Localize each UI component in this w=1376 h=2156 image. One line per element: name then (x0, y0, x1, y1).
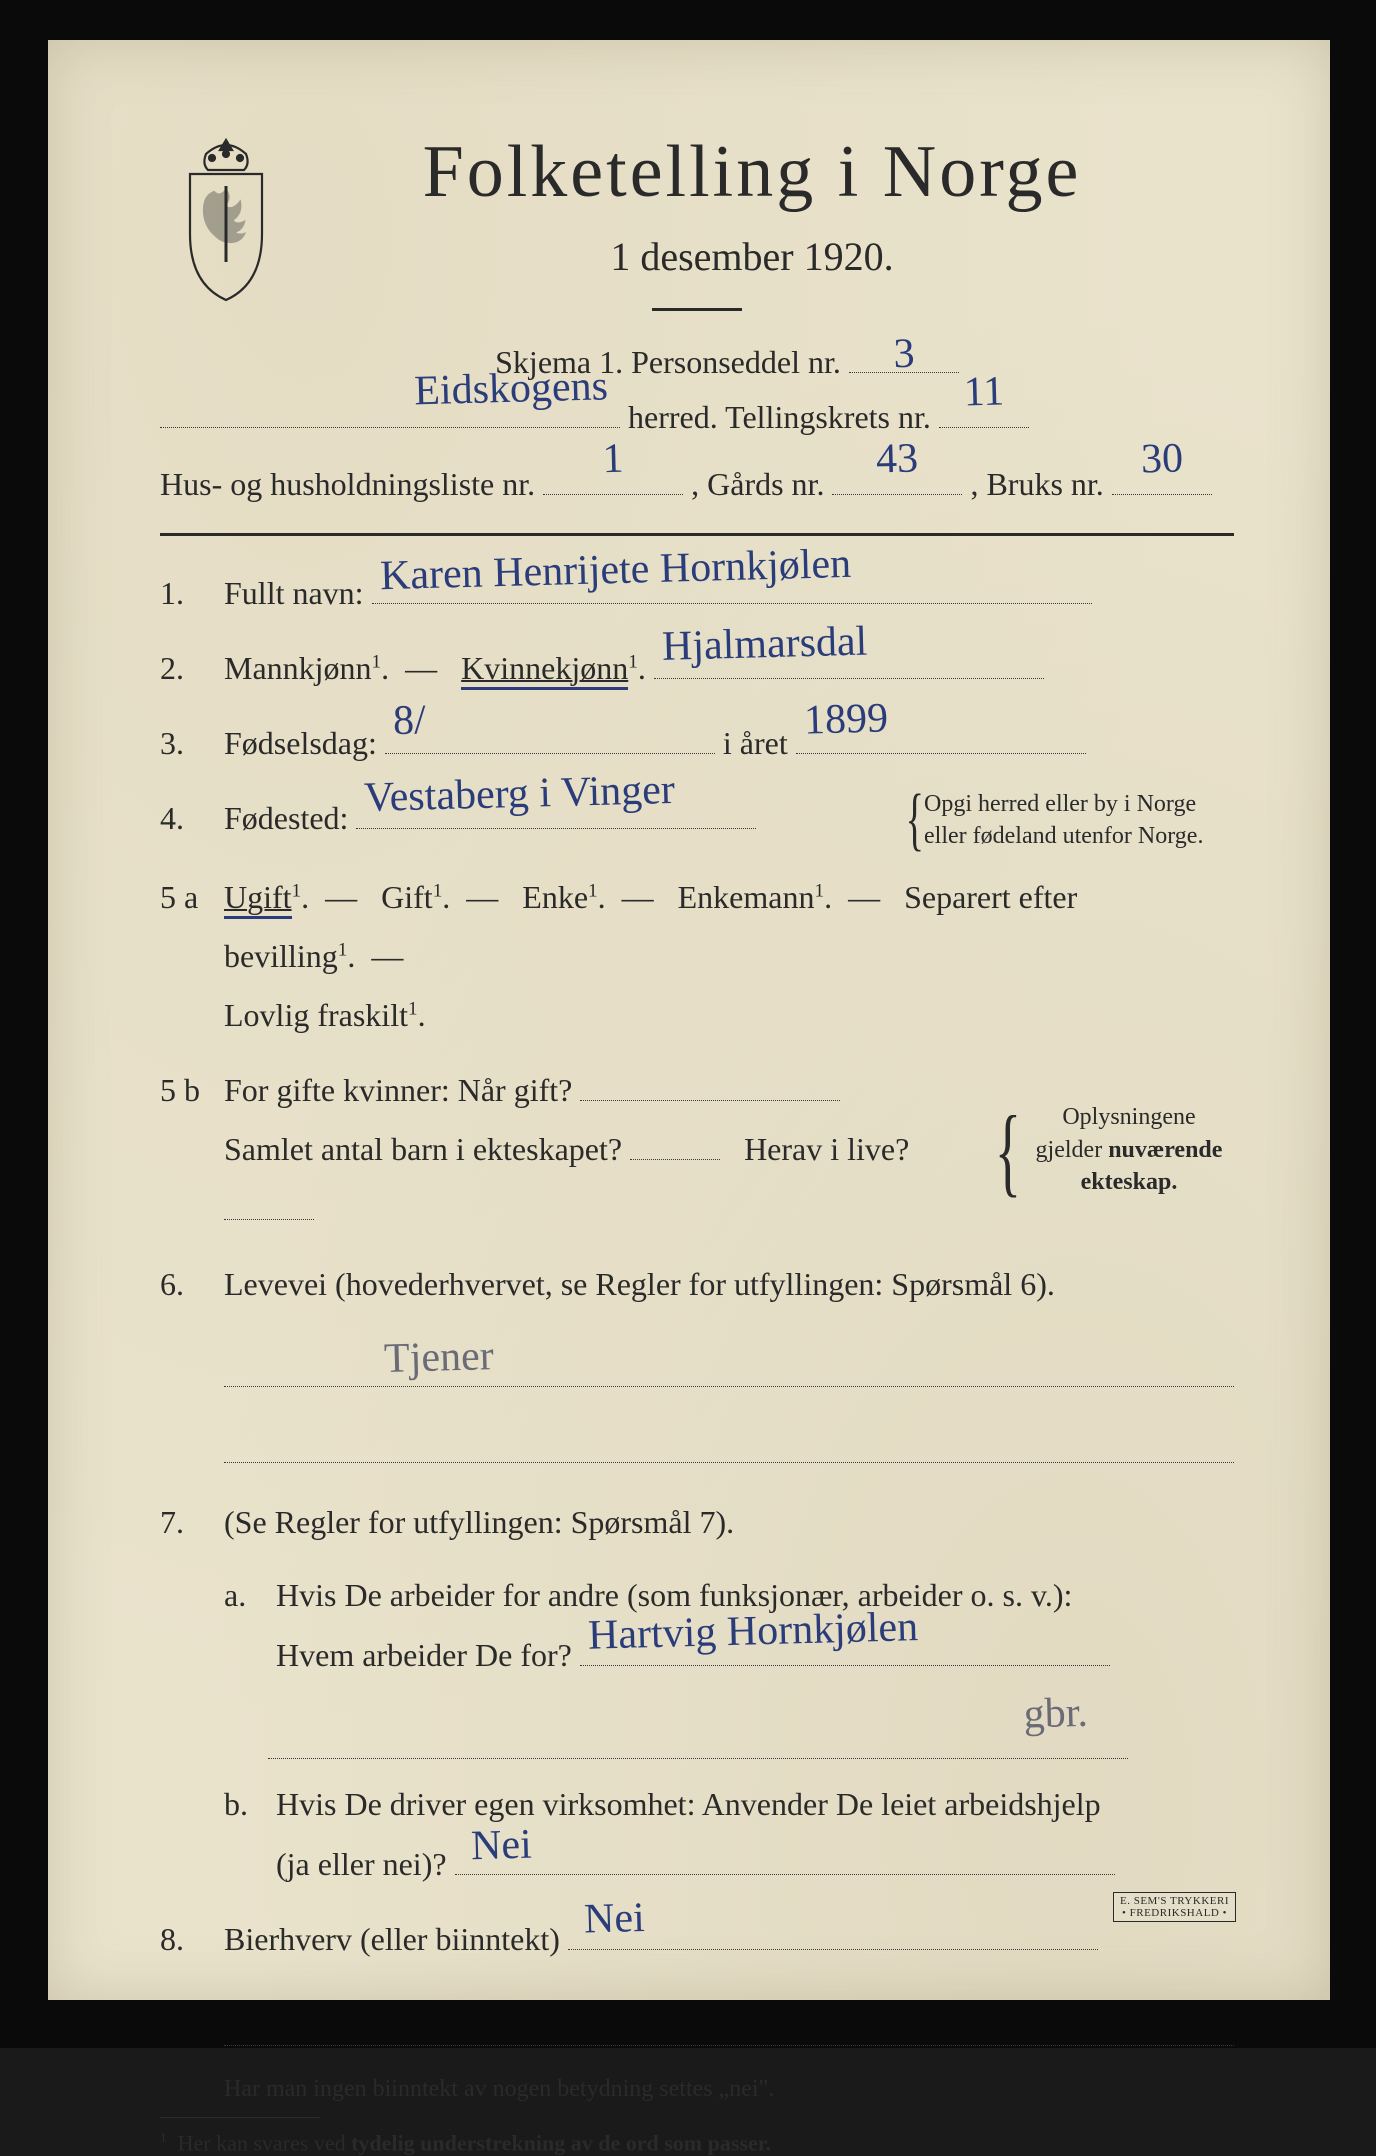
q8-row: 8. Bierhverv (eller biinntekt) Nei (160, 1910, 1234, 2046)
printer-line1: E. SEM'S TRYKKERI (1120, 1895, 1229, 1907)
printer-line2: • FREDRIKSHALD • (1120, 1907, 1229, 1919)
q7-num: 7. (160, 1504, 224, 1541)
q3-day-value: 8/ (384, 675, 716, 761)
footnote-row: 1 Her kan svares ved tydelig understrekn… (160, 2130, 1234, 2156)
q8-value: Nei (567, 1868, 1099, 1960)
gaards-label: , Gårds nr. (691, 466, 824, 502)
q7b-label: b. (224, 1775, 268, 1834)
bruks-label: , Bruks nr. (970, 466, 1103, 502)
q5a-separert: Separert efter bevilling (224, 879, 1077, 974)
brace-icon-2: { (995, 1123, 1021, 1178)
q5a-row: 5 a Ugift1. — Gift1. — Enke1. — Enkemann… (160, 868, 1234, 1046)
hus-label: Hus- og husholdningsliste nr. (160, 466, 535, 502)
q5b-l1: For gifte kvinner: Når gift? (224, 1072, 572, 1108)
scan-frame: Folketelling i Norge 1 desember 1920. Sk… (0, 0, 1376, 2048)
q6-value: Tjener (223, 1299, 1235, 1403)
q4-value: Vestaberg i Vinger (355, 749, 757, 837)
printer-mark: E. SEM'S TRYKKERI • FREDRIKSHALD • (1113, 1892, 1236, 1922)
q7a-label: a. (224, 1566, 268, 1625)
q4-note-top: Opgi herred eller by i Norge (924, 791, 1196, 817)
q7a-line2: Hvem arbeider De for? (276, 1637, 572, 1673)
q1-num: 1. (160, 575, 224, 612)
q4-row: 4. Fødested: Vestaberg i Vinger { Opgi h… (160, 789, 1234, 851)
q8-label: Bierhverv (eller biinntekt) (224, 1921, 560, 1957)
form-header: Folketelling i Norge 1 desember 1920. (160, 130, 1234, 311)
q2-num: 2. (160, 650, 224, 687)
q3-year-value: 1899 (795, 676, 1087, 761)
q4-num: 4. (160, 800, 224, 837)
footnote-num: 1 (160, 2130, 167, 2145)
q3-label: Fødselsdag: (224, 725, 377, 761)
q7a-value: Hartvig Hornkjølen (579, 1584, 1111, 1676)
q4-note-bot: eller fødeland utenfor Norge. (924, 823, 1203, 849)
footer-hint: Har man ingen biinntekt av nogen betydni… (160, 2076, 1234, 2103)
footnote-bold: tydelig understrekning av de ord som pas… (351, 2130, 771, 2155)
gaards-nr-value: 43 (831, 418, 963, 501)
q7-row: 7. (Se Regler for utfyllingen: Spørsmål … (160, 1493, 1234, 1894)
q5a-ugift: Ugift (224, 879, 292, 919)
q5b-note3: ekteskap. (1081, 1169, 1178, 1195)
brace-icon: { (906, 801, 924, 840)
coat-of-arms-icon (166, 134, 286, 304)
q5b-l2b: Herav i live? (744, 1131, 909, 1167)
q5a-enke: Enke (522, 879, 588, 915)
q5b-note1: Oplysningene (1062, 1104, 1195, 1130)
form-subtitle: 1 desember 1920. (270, 233, 1234, 280)
q3-num: 3. (160, 725, 224, 762)
q7b-line2: (ja eller nei)? (276, 1846, 447, 1882)
title-rule (652, 308, 742, 311)
hus-row: Hus- og husholdningsliste nr. 1 , Gårds … (160, 454, 1234, 515)
q7a-value2: gbr. (267, 1673, 1129, 1773)
q4-label: Fødested: (224, 800, 348, 836)
q5a-fraskilt: Lovlig fraskilt (224, 997, 408, 1033)
q8-num: 8. (160, 1921, 224, 1958)
footnote-prefix: Her kan svares ved (178, 2130, 352, 2155)
bruks-nr-value: 30 (1111, 419, 1213, 501)
q5b-l2a: Samlet antal barn i ekteskapet? (224, 1131, 622, 1167)
footnote-rule (160, 2117, 320, 2118)
q7-label: (Se Regler for utfyllingen: Spørsmål 7). (224, 1504, 734, 1540)
q5a-gift: Gift (381, 879, 433, 915)
q1-label: Fullt navn: (224, 575, 364, 611)
herred-row: Eidskogens herred. Tellingskrets nr. 11 (160, 387, 1234, 448)
form-title: Folketelling i Norge (270, 130, 1234, 215)
q5b-note2b: nuværende (1108, 1137, 1222, 1163)
q5b-note2: gjelder (1036, 1137, 1109, 1163)
census-form-paper: Folketelling i Norge 1 desember 1920. Sk… (48, 40, 1330, 2000)
q5a-enkemann: Enkemann (678, 879, 815, 915)
q6-label: Levevei (hovederhvervet, se Regler for u… (224, 1266, 1055, 1302)
q6-row: 6. Levevei (hovederhvervet, se Regler fo… (160, 1255, 1234, 1463)
q5a-num: 5 a (160, 879, 224, 916)
q6-num: 6. (160, 1266, 224, 1303)
q5b-num: 5 b (160, 1072, 224, 1109)
q2-mann: Mannkjønn (224, 650, 372, 686)
hus-nr-value: 1 (542, 418, 684, 501)
q5b-row: 5 b For gifte kvinner: Når gift? Samlet … (160, 1061, 1234, 1239)
